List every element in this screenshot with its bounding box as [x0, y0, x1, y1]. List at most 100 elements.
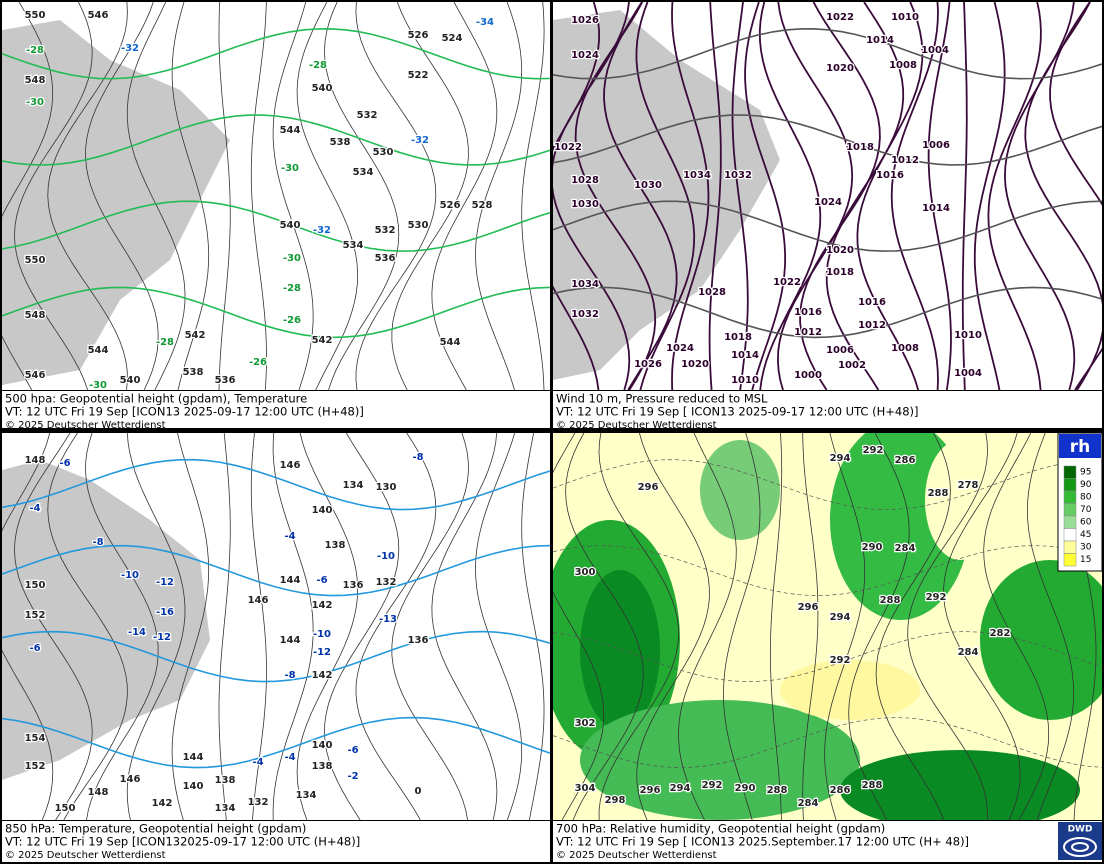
contour-label: -30 [89, 380, 107, 391]
contour-label: 284 [958, 647, 979, 658]
contour-label: 538 [183, 367, 204, 378]
contour-label: 284 [895, 543, 916, 554]
contour [635, 2, 696, 390]
land-group [2, 20, 230, 385]
contour-label: 146 [248, 595, 269, 606]
contour-label: 528 [472, 200, 493, 211]
contour-label: 136 [343, 580, 364, 591]
contour [553, 433, 605, 820]
contour-label: 130 [376, 482, 397, 493]
dwd-logo: DWD [1058, 822, 1102, 860]
contour-label: 148 [25, 455, 46, 466]
contour-label: 1018 [724, 332, 752, 343]
contour-label: 1006 [922, 140, 950, 151]
contour-label: 294 [830, 612, 851, 623]
contour [47, 433, 128, 820]
contour-label: 544 [88, 345, 109, 356]
landmass [2, 460, 210, 780]
contour-label: -30 [26, 97, 44, 108]
caption-line: 700 hPa: Relative humidity, Geopotential… [556, 822, 885, 836]
contour-label: 288 [928, 488, 949, 499]
contour [126, 2, 186, 390]
contour-label: 292 [926, 592, 947, 603]
contour-label: -6 [29, 643, 40, 654]
contour [802, 433, 819, 820]
contour-label: 530 [408, 220, 429, 231]
temp-contour [2, 27, 550, 80]
contour-label: 132 [376, 577, 397, 588]
contour-label: 134 [343, 480, 364, 491]
legend-label: 30 [1080, 543, 1092, 553]
contour [272, 433, 314, 820]
temp-contour [553, 114, 1102, 166]
contour [890, 2, 939, 390]
contour-group [553, 433, 1102, 820]
contour-label: 1010 [954, 330, 982, 341]
contour [521, 433, 545, 820]
contour-label: -4 [29, 503, 40, 514]
contour-label: 1016 [876, 170, 904, 181]
contour-label: 530 [373, 147, 394, 158]
temp-contour [2, 630, 550, 683]
contour [391, 2, 469, 390]
contour-label: 292 [830, 655, 851, 666]
caption-line: © 2025 Deutscher Wetterdienst [5, 850, 166, 861]
contour-label: 1010 [891, 12, 919, 23]
temp-contour [2, 544, 550, 597]
legend-swatch [1063, 540, 1077, 554]
contour-label: 526 [440, 200, 461, 211]
contour-label: 540 [312, 83, 333, 94]
contour-label: 1008 [891, 343, 919, 354]
contour-label: 548 [25, 310, 46, 321]
contour-label: 142 [312, 600, 333, 611]
contour-group [553, 2, 1102, 390]
contour [678, 433, 737, 820]
contour [824, 433, 866, 820]
contour [722, 433, 761, 820]
contour [2, 433, 54, 820]
contour-label: 536 [215, 375, 236, 386]
temp-contour [2, 716, 550, 769]
temp-contour [553, 631, 1102, 682]
contour-label: 1022 [773, 277, 801, 288]
contour [927, 2, 952, 390]
contour [355, 433, 437, 820]
contour-label: 290 [862, 542, 883, 553]
contour-label: 294 [670, 783, 691, 794]
contour-label: 292 [863, 445, 884, 456]
caption-line: VT: 12 UTC Fri 19 Sep [ICON13 2025-09-17… [5, 405, 364, 419]
temp-contour [2, 114, 550, 166]
contour [671, 2, 710, 390]
contour [126, 433, 186, 820]
legend-swatch [1063, 515, 1077, 529]
contour-label: 1018 [826, 267, 854, 278]
contour [47, 2, 128, 390]
caption-line: 500 hpa: Geopotential height (gpdam), Te… [5, 392, 307, 406]
contour-label: 142 [152, 798, 173, 809]
contour [14, 433, 93, 820]
contour [85, 433, 159, 820]
legend-swatch [1063, 553, 1077, 567]
contour-label: 288 [880, 595, 901, 606]
caption-line: VT: 12 UTC Fri 19 Sep [ ICON13 2025-09-1… [556, 405, 919, 419]
contour-label: 140 [312, 740, 333, 751]
contour-label: -26 [249, 357, 267, 368]
contour [218, 433, 231, 820]
contour-label: 0 [415, 786, 422, 797]
contour-label: -8 [284, 670, 295, 681]
contour-label: 286 [830, 785, 851, 796]
contour-label: -28 [26, 45, 44, 56]
contour-label: 1004 [921, 45, 949, 56]
contour-label: 288 [767, 785, 788, 796]
contour-label: 152 [25, 761, 46, 772]
contour [14, 2, 93, 390]
contour-label: 536 [375, 253, 396, 264]
contour [987, 2, 1042, 390]
contour [521, 2, 545, 390]
contour-label: 546 [25, 370, 46, 381]
contour [875, 433, 951, 820]
temp-contour [2, 458, 550, 511]
contour-label: 150 [55, 803, 76, 814]
contour-label: 546 [88, 10, 109, 21]
contour-label: 1028 [698, 287, 726, 298]
